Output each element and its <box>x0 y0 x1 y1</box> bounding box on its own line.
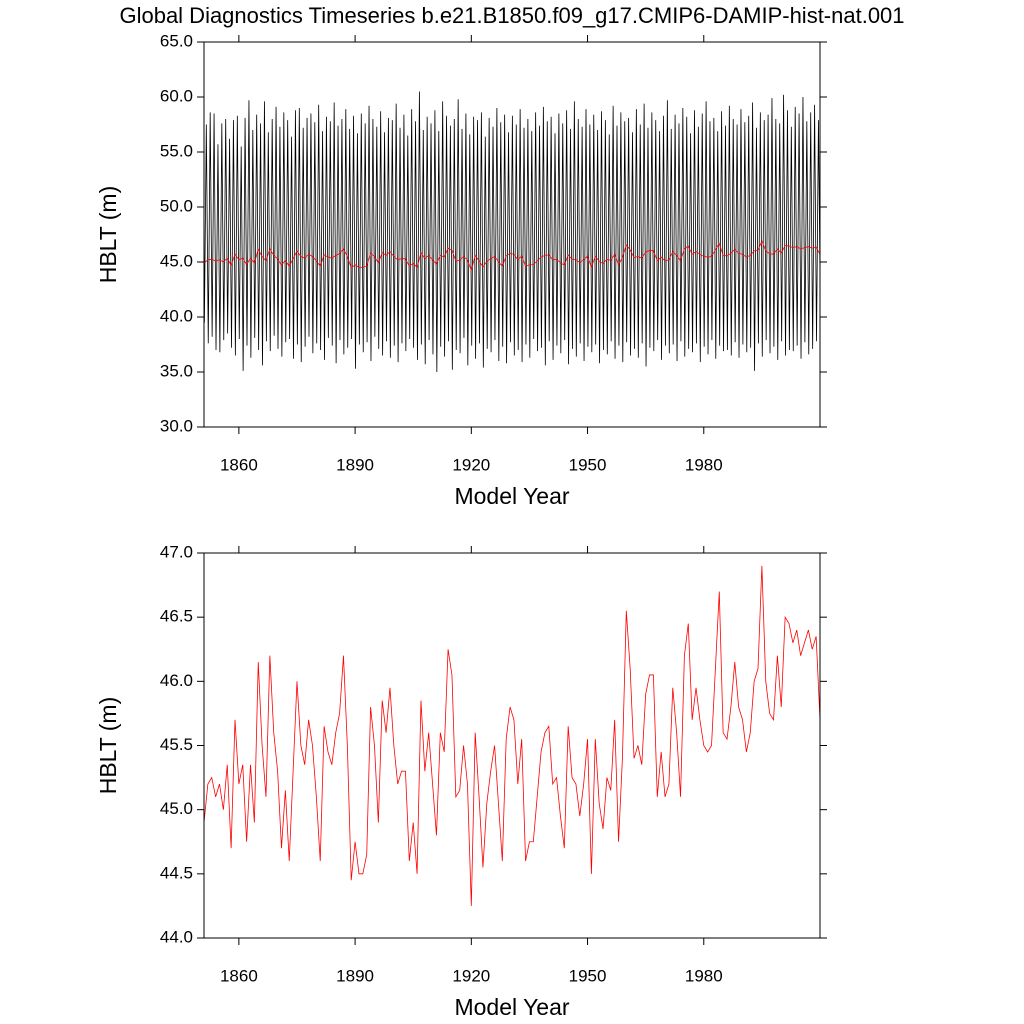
plot-area <box>204 565 820 906</box>
plot-area <box>204 91 820 373</box>
y-axis-label: HBLT (m) <box>95 186 121 284</box>
plot-frame <box>203 552 821 939</box>
y-tick-label: 44.0 <box>160 927 193 946</box>
x-tick-label: 1890 <box>336 966 374 985</box>
y-tick-label: 44.5 <box>160 863 193 882</box>
x-tick-label: 1920 <box>452 455 490 474</box>
y-tick-label: 47.0 <box>160 542 193 561</box>
y-tick-label: 46.0 <box>160 671 193 690</box>
y-tick-label: 35.0 <box>160 361 193 380</box>
y-tick-label: 45.0 <box>160 799 193 818</box>
series-line <box>204 240 820 272</box>
y-tick-label: 50.0 <box>160 196 193 215</box>
x-tick-label: 1980 <box>685 966 723 985</box>
y-tick-label: 65.0 <box>160 31 193 50</box>
x-tick-label: 1920 <box>452 966 490 985</box>
x-axis-label: Model Year <box>454 483 569 509</box>
plot-frame <box>203 41 821 428</box>
y-tick-label: 30.0 <box>160 416 193 435</box>
figure-title: Global Diagnostics Timeseries b.e21.B185… <box>119 3 904 28</box>
x-tick-label: 1980 <box>685 455 723 474</box>
x-axis-label: Model Year <box>454 994 569 1020</box>
y-tick-label: 45.0 <box>160 251 193 270</box>
y-tick-label: 46.5 <box>160 607 193 626</box>
y-tick-label: 45.5 <box>160 735 193 754</box>
series-line <box>204 565 820 906</box>
x-tick-label: 1950 <box>569 455 607 474</box>
x-tick-label: 1950 <box>569 966 607 985</box>
x-tick-label: 1860 <box>220 455 258 474</box>
y-tick-label: 40.0 <box>160 306 193 325</box>
y-axis-label: HBLT (m) <box>95 697 121 795</box>
y-tick-label: 60.0 <box>160 86 193 105</box>
x-tick-label: 1890 <box>336 455 374 474</box>
series-line <box>204 91 820 373</box>
y-tick-label: 55.0 <box>160 141 193 160</box>
x-tick-label: 1860 <box>220 966 258 985</box>
